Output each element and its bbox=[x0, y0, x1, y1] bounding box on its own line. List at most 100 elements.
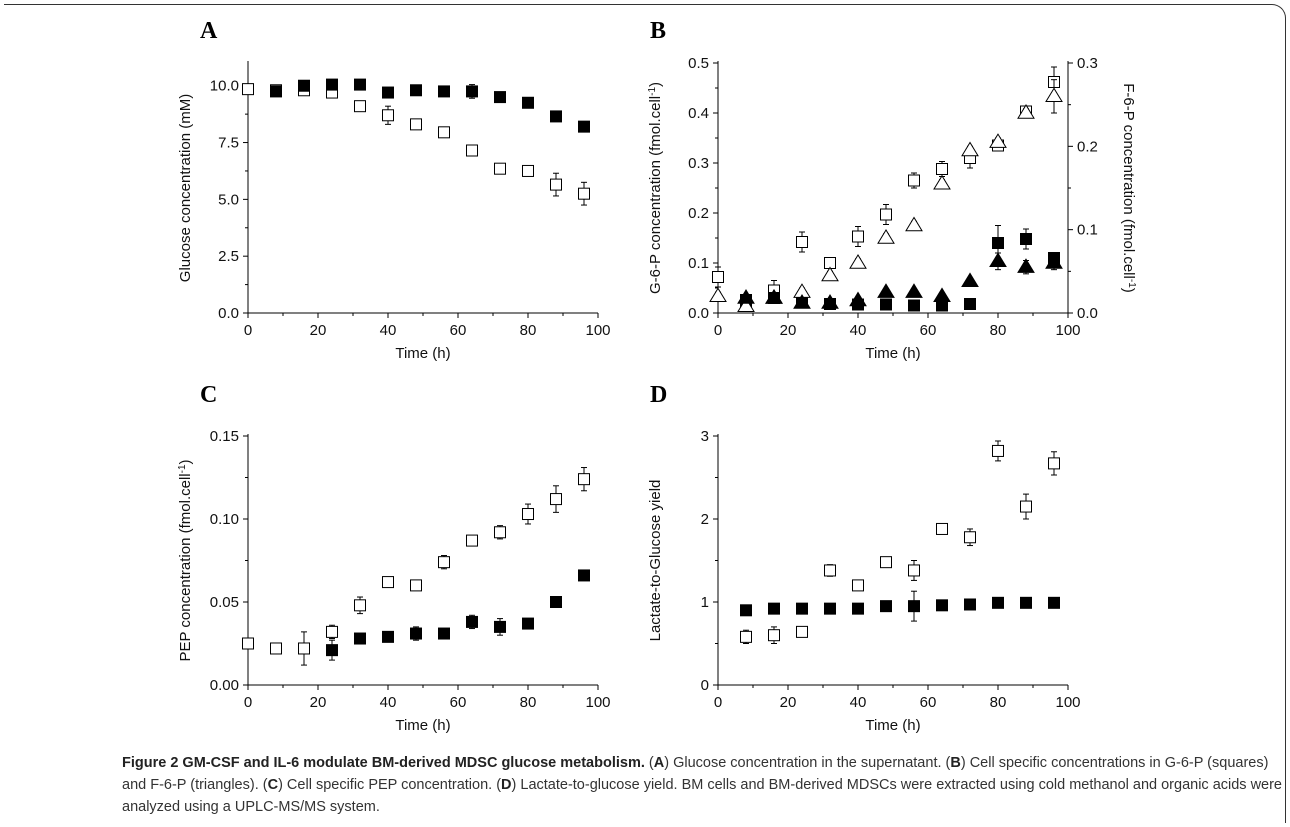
y-tick-label: 0.3 bbox=[688, 155, 709, 172]
figure-caption: Figure 2 GM-CSF and IL-6 modulate BM-der… bbox=[122, 752, 1282, 818]
square-filled-point bbox=[550, 596, 562, 608]
square-filled-point bbox=[1020, 596, 1032, 609]
square-open-point bbox=[908, 564, 920, 577]
x-axis-title: Time (h) bbox=[865, 717, 920, 734]
triangle-open-point bbox=[905, 216, 923, 232]
square-open-point bbox=[992, 444, 1004, 457]
triangle-filled-point bbox=[737, 289, 755, 304]
square-open-point bbox=[438, 126, 450, 139]
x-tick-label: 60 bbox=[450, 322, 467, 339]
triangle-filled-point bbox=[1045, 254, 1063, 269]
x-tick-label: 40 bbox=[850, 322, 867, 339]
x-tick-label: 80 bbox=[990, 694, 1007, 711]
y-tick-label: 0.5 bbox=[688, 55, 709, 72]
x-axis-title: Time (h) bbox=[865, 345, 920, 362]
triangle-filled-point bbox=[821, 294, 839, 309]
y-tick-label: 10.0 bbox=[210, 78, 239, 95]
square-open-point bbox=[578, 187, 590, 200]
triangle-filled-point bbox=[905, 283, 923, 298]
x-tick-label: 60 bbox=[450, 694, 467, 711]
x-tick-label: 100 bbox=[1055, 322, 1080, 339]
x-tick-label: 80 bbox=[990, 322, 1007, 339]
square-open-point bbox=[466, 534, 478, 547]
y2-tick-label: 0.2 bbox=[1077, 138, 1098, 155]
triangle-filled-point bbox=[877, 283, 895, 298]
square-filled-point bbox=[494, 91, 506, 104]
caption-part: D bbox=[501, 777, 512, 793]
square-open-point bbox=[270, 642, 282, 655]
square-filled-point bbox=[768, 602, 780, 615]
square-filled-point bbox=[298, 79, 310, 92]
square-filled-point bbox=[1020, 233, 1032, 245]
square-open-point bbox=[880, 208, 892, 221]
chart-svg-b: B0 20 40 60 80 1000.00.10.20.30.40.50.00.10.2… bbox=[647, 18, 1138, 362]
x-tick-label: 40 bbox=[380, 322, 397, 339]
square-open-point bbox=[712, 271, 724, 283]
square-filled-point bbox=[438, 85, 450, 98]
caption-part: C bbox=[267, 777, 279, 793]
square-open-point bbox=[824, 564, 836, 577]
y-axis-title-end: ) bbox=[177, 459, 194, 464]
square-open-point bbox=[550, 493, 562, 506]
square-filled-point bbox=[382, 86, 394, 99]
triangle-open-point bbox=[877, 229, 895, 244]
y2-axis-title: F-6-P concentration (fmol.cell-1) bbox=[1120, 83, 1138, 293]
triangle-open-point bbox=[989, 133, 1007, 148]
y2-axis-title-end: ) bbox=[1120, 288, 1137, 293]
square-open-point bbox=[964, 531, 976, 544]
y-tick-label: 0.0 bbox=[688, 305, 709, 322]
y-axis-title: Lactate-to-Glucose yield bbox=[647, 480, 664, 642]
square-open-point bbox=[796, 236, 808, 248]
y-tick-label: 7.5 bbox=[218, 135, 239, 152]
square-filled-point bbox=[382, 630, 394, 643]
square-open-point bbox=[852, 230, 864, 243]
x-tick-label: 60 bbox=[920, 694, 937, 711]
square-open-point bbox=[880, 556, 892, 569]
square-filled-point bbox=[852, 602, 864, 615]
square-filled-point bbox=[326, 78, 338, 91]
square-filled-point bbox=[740, 604, 752, 617]
square-open-point bbox=[298, 642, 310, 655]
y-tick-label: 0.15 bbox=[210, 428, 239, 445]
square-filled-point bbox=[964, 598, 976, 611]
y-tick-label: 2 bbox=[701, 511, 709, 528]
triangle-filled-point bbox=[1017, 258, 1035, 273]
caption-title: Figure 2 GM-CSF and IL-6 modulate BM-der… bbox=[122, 755, 645, 771]
square-open-point bbox=[550, 178, 562, 191]
caption-part: ) Cell specific concentrations in G-6-P … bbox=[122, 755, 1269, 793]
square-open-point bbox=[326, 625, 338, 638]
x-tick-label: 20 bbox=[780, 322, 797, 339]
square-filled-point bbox=[578, 120, 590, 133]
x-tick-label: 0 bbox=[244, 322, 252, 339]
square-open-point bbox=[242, 637, 254, 650]
x-tick-label: 0 bbox=[714, 322, 722, 339]
square-filled-point bbox=[824, 602, 836, 615]
caption-body: (A) Glucose concentration in the superna… bbox=[122, 755, 1282, 815]
square-open-point bbox=[908, 174, 920, 187]
square-filled-point bbox=[466, 85, 478, 98]
square-filled-point bbox=[1048, 596, 1060, 609]
square-open-point bbox=[354, 599, 366, 612]
x-tick-label: 100 bbox=[585, 694, 610, 711]
y2-tick-label: 0.0 bbox=[1077, 305, 1098, 322]
square-open-point bbox=[242, 83, 254, 96]
triangle-filled-point bbox=[765, 289, 783, 304]
square-open-point bbox=[522, 164, 534, 177]
square-filled-point bbox=[992, 237, 1004, 249]
square-filled-point bbox=[410, 627, 422, 640]
y-tick-label: 0.05 bbox=[210, 594, 239, 611]
x-tick-label: 100 bbox=[1055, 694, 1080, 711]
y-tick-label: 0.1 bbox=[688, 255, 709, 272]
chart-svg-c: C 0 20 40 60 80 100 0.00 0.05 0.10 0.15 Time (h) PEP… bbox=[177, 382, 611, 734]
y-axis-title: Glucose concentration (mM) bbox=[177, 94, 194, 282]
square-open-point bbox=[494, 162, 506, 175]
square-filled-point bbox=[880, 298, 892, 311]
caption-part: ( bbox=[644, 755, 654, 771]
square-open-point bbox=[796, 625, 808, 638]
x-tick-label: 20 bbox=[780, 694, 797, 711]
square-filled-point bbox=[438, 627, 450, 640]
panel-letter: D bbox=[650, 382, 667, 408]
x-tick-label: 40 bbox=[380, 694, 397, 711]
x-axis-title: Time (h) bbox=[395, 345, 450, 362]
y-tick-label: 0.4 bbox=[688, 105, 709, 122]
